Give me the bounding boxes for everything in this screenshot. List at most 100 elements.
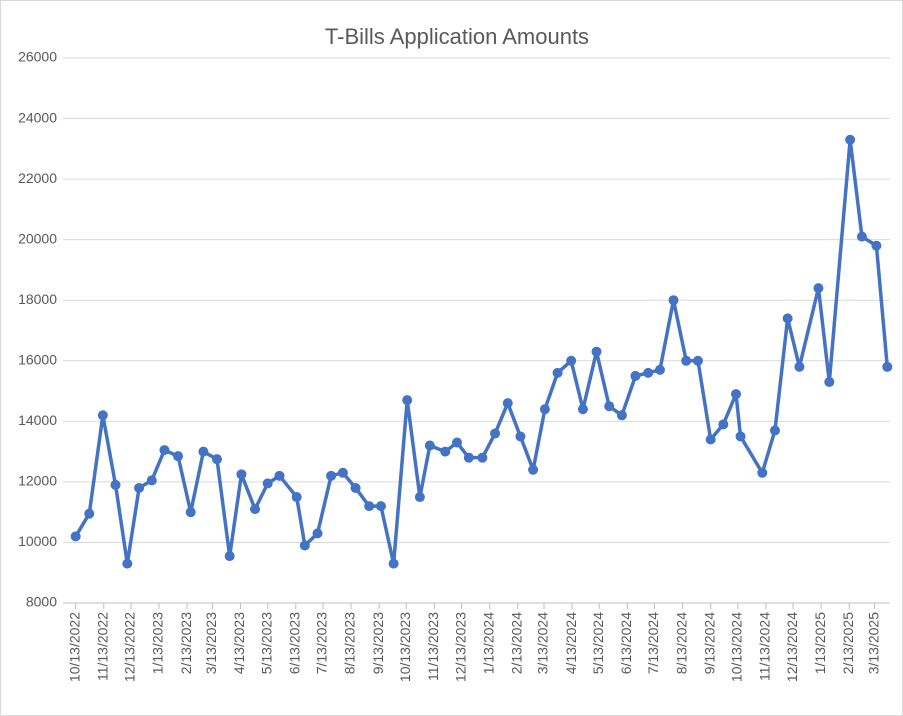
data-point [326, 470, 337, 481]
data-point [528, 464, 539, 475]
x-tick-label: 4/13/2024 [563, 612, 579, 674]
y-tick-label: 14000 [18, 412, 57, 428]
data-point [604, 401, 615, 412]
data-point [414, 492, 425, 503]
x-tick-label: 12/13/2023 [452, 612, 468, 682]
data-point [250, 504, 261, 515]
data-point [552, 367, 563, 378]
data-point [794, 361, 805, 372]
y-tick-label: 12000 [18, 473, 57, 489]
data-point [424, 440, 435, 451]
data-point [757, 467, 768, 478]
data-point [769, 425, 780, 436]
data-point [299, 540, 310, 551]
data-point [350, 482, 361, 493]
x-tick-label: 8/13/2024 [673, 612, 689, 674]
x-tick-label: 2/13/2024 [508, 612, 524, 674]
data-point [539, 404, 550, 415]
data-point [654, 364, 665, 375]
data-point [591, 346, 602, 357]
data-point [782, 313, 793, 324]
data-point [159, 445, 170, 456]
data-point [692, 355, 703, 366]
x-tick-label: 9/13/2023 [370, 612, 386, 674]
y-tick-label: 26000 [18, 49, 57, 65]
x-tick-label: 5/13/2023 [258, 612, 274, 674]
x-tick-label: 1/13/2024 [480, 612, 496, 674]
x-tick-label: 3/13/2025 [865, 612, 881, 674]
y-tick-label: 10000 [18, 533, 57, 549]
data-point [452, 437, 463, 448]
x-tick-label: 11/13/2022 [94, 612, 110, 681]
data-point [291, 492, 302, 503]
data-point [84, 508, 95, 519]
x-tick-label: 4/13/2023 [231, 612, 247, 674]
data-point [262, 478, 273, 489]
data-point [616, 410, 627, 421]
data-point [490, 428, 501, 439]
data-point [173, 451, 184, 462]
data-point [515, 431, 526, 442]
data-point [236, 469, 247, 480]
x-tick-label: 10/13/2024 [729, 612, 745, 682]
y-tick-label: 18000 [18, 291, 57, 307]
data-point [402, 395, 413, 406]
data-point [882, 361, 893, 372]
data-point [440, 446, 451, 457]
y-tick-label: 8000 [26, 594, 57, 610]
x-tick-label: 10/13/2022 [66, 612, 82, 682]
data-point [146, 475, 157, 486]
x-tick-label: 7/13/2023 [314, 612, 330, 674]
x-tick-label: 12/13/2024 [784, 612, 800, 682]
x-tick-label: 10/13/2023 [397, 612, 413, 682]
chart-title: T-Bills Application Amounts [325, 24, 589, 49]
x-tick-label: 6/13/2023 [286, 612, 302, 674]
data-point [337, 467, 348, 478]
data-point [134, 482, 145, 493]
data-point [211, 454, 222, 465]
x-tick-label: 2/13/2025 [840, 612, 856, 674]
data-point [681, 355, 692, 366]
data-point [871, 240, 882, 251]
x-tick-label: 9/13/2024 [701, 612, 717, 674]
data-point [274, 470, 285, 481]
data-point [364, 501, 375, 512]
x-tick-label: 3/13/2023 [203, 612, 219, 674]
data-point [630, 370, 641, 381]
data-point [477, 452, 488, 463]
x-tick-label: 12/13/2022 [122, 612, 138, 682]
data-point [122, 558, 133, 569]
data-point [97, 410, 108, 421]
x-tick-label: 2/13/2023 [178, 612, 194, 674]
data-line [74, 138, 890, 566]
data-point [856, 231, 867, 242]
x-tick-label: 7/13/2024 [645, 612, 661, 674]
data-point [110, 479, 121, 490]
x-tick-label: 6/13/2024 [618, 612, 634, 674]
data-point [224, 551, 235, 562]
data-point [198, 446, 209, 457]
data-point [705, 434, 716, 445]
data-point [668, 295, 679, 306]
data-point [502, 398, 513, 409]
x-tick-label: 3/13/2024 [535, 612, 551, 674]
data-point [731, 389, 742, 400]
data-point [312, 528, 323, 539]
y-tick-label: 16000 [18, 351, 57, 367]
y-tick-label: 24000 [18, 109, 57, 125]
data-point [70, 531, 81, 542]
data-point [824, 376, 835, 387]
data-point [735, 431, 746, 442]
x-tick-label: 8/13/2023 [342, 612, 358, 674]
y-tick-label: 20000 [18, 230, 57, 246]
data-point [813, 283, 824, 294]
data-point [463, 452, 474, 463]
data-point [643, 367, 654, 378]
x-tick-label: 11/13/2023 [425, 612, 441, 681]
data-point [185, 507, 196, 518]
data-point [577, 404, 588, 415]
x-tick-label: 1/13/2025 [812, 612, 828, 674]
x-tick-label: 1/13/2023 [150, 612, 166, 674]
